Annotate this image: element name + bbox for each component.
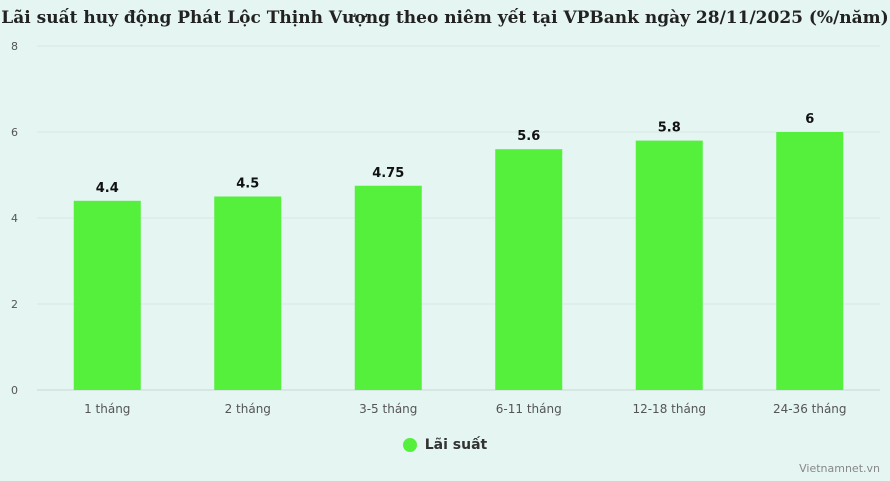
data-label: 5.8 [658,121,681,136]
bar [495,149,563,390]
x-tick-label: 24-36 tháng [773,402,847,416]
data-label: 4.75 [372,166,404,181]
bar [635,140,703,390]
x-tick-label: 1 tháng [84,402,130,416]
data-label: 4.4 [96,181,119,196]
bar [354,185,422,390]
bar [214,196,282,390]
legend-marker-icon [402,438,417,452]
x-tick-label: 6-11 tháng [496,402,562,416]
bar [73,200,141,390]
x-tick-label: 2 tháng [225,402,271,416]
watermark: Vietnamnet.vn [799,462,880,475]
y-tick-label: 8 [11,40,18,53]
x-tick-label: 12-18 tháng [632,402,706,416]
y-tick-label: 2 [11,298,18,311]
data-label: 4.5 [236,177,259,192]
y-tick-label: 0 [11,384,18,397]
bar-chart: 0 2 4 6 8 4.4 1 tháng 4.5 2 tháng 4.75 3-5 tháng 5.… [11,40,880,416]
bar [776,132,844,390]
y-tick-label: 6 [11,126,18,139]
x-tick-label: 3-5 tháng [359,402,417,416]
legend[interactable]: Lãi suất [0,437,890,453]
chart-title: Lãi suất huy động Phát Lộc Thịnh Vượng t… [1,8,889,28]
data-label: 6 [805,112,814,127]
data-label: 5.6 [517,129,540,144]
legend-label: Lãi suất [424,437,488,453]
y-tick-label: 4 [11,212,18,225]
